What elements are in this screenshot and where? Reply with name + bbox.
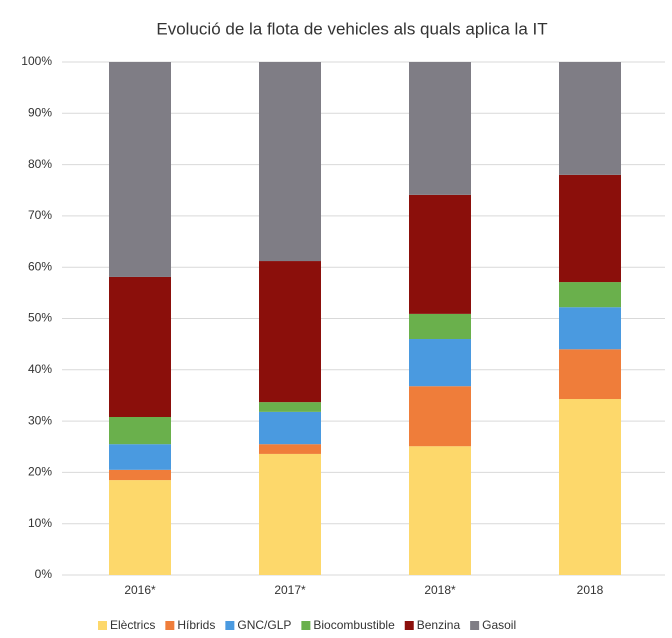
bar-segment bbox=[259, 261, 321, 403]
bar-segment bbox=[559, 399, 621, 575]
x-tick-label: 2016* bbox=[124, 583, 156, 597]
y-tick-label: 40% bbox=[28, 362, 52, 376]
y-tick-label: 10% bbox=[28, 516, 52, 530]
legend-swatch bbox=[301, 621, 311, 630]
y-tick-label: 30% bbox=[28, 413, 52, 427]
bar-segment bbox=[409, 446, 471, 575]
legend-swatch bbox=[225, 621, 235, 630]
bar-segment bbox=[409, 194, 471, 314]
bar-segment bbox=[109, 416, 171, 445]
y-tick-label: 90% bbox=[28, 105, 52, 119]
y-tick-label: 20% bbox=[28, 465, 52, 479]
bar-segment bbox=[259, 444, 321, 454]
y-tick-label: 100% bbox=[21, 54, 52, 68]
bar-segment bbox=[409, 313, 471, 340]
bar-segment bbox=[409, 62, 471, 195]
legend-label: GNC/GLP bbox=[237, 618, 291, 632]
y-tick-label: 0% bbox=[35, 567, 53, 581]
bar-segment bbox=[559, 349, 621, 400]
bar-segment bbox=[109, 480, 171, 575]
legend-label: Biocombustible bbox=[313, 618, 395, 632]
y-tick-label: 60% bbox=[28, 259, 52, 273]
bar-segment bbox=[559, 62, 621, 175]
x-tick-label: 2018* bbox=[424, 583, 456, 597]
bar-segment bbox=[559, 307, 621, 350]
bar-segment bbox=[259, 411, 321, 445]
legend-swatch bbox=[470, 621, 480, 630]
legend-label: Elèctrics bbox=[110, 618, 155, 632]
legend-swatch bbox=[165, 621, 175, 630]
bar-segment bbox=[259, 402, 321, 412]
bar-segment bbox=[409, 386, 471, 447]
bar-segment bbox=[109, 444, 171, 470]
y-tick-label: 80% bbox=[28, 157, 52, 171]
bar-segment bbox=[109, 469, 171, 481]
legend-swatch bbox=[98, 621, 107, 630]
bar-segment bbox=[109, 62, 171, 277]
legend-label: Híbrids bbox=[177, 618, 215, 632]
bar-segment bbox=[559, 282, 621, 308]
x-tick-label: 2017* bbox=[274, 583, 306, 597]
bar-segment bbox=[109, 276, 171, 417]
legend-swatch bbox=[404, 621, 414, 630]
bar-segment bbox=[409, 339, 471, 387]
y-tick-label: 70% bbox=[28, 208, 52, 222]
bar-segment bbox=[259, 453, 321, 575]
bar-segment bbox=[259, 62, 321, 262]
bar-segment bbox=[559, 174, 621, 283]
chart-title: Evolució de la flota de vehicles als qua… bbox=[156, 19, 547, 38]
legend-label: Benzina bbox=[417, 618, 461, 632]
x-tick-label: 2018 bbox=[577, 583, 604, 597]
legend-label: Gasoil bbox=[482, 618, 516, 632]
y-tick-label: 50% bbox=[28, 311, 52, 325]
